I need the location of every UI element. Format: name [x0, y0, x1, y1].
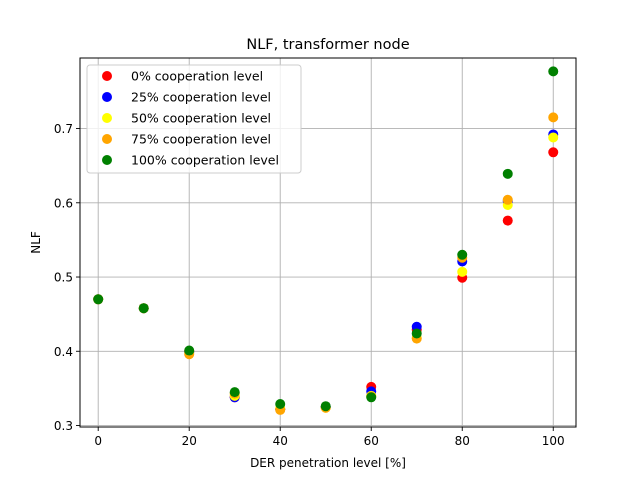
data-point [138, 303, 149, 314]
data-point [457, 249, 468, 260]
data-point [366, 392, 377, 403]
legend-marker [102, 155, 112, 165]
legend-label: 25% cooperation level [131, 90, 271, 105]
x-tick-label: 60 [364, 434, 379, 448]
y-tick-label: 0.4 [54, 345, 73, 359]
data-point [548, 112, 559, 123]
x-tick-label: 0 [94, 434, 102, 448]
axis-ticks: 0 20 40 60 80 100 0.3 0.4 0.5 0.6 0.7 [54, 122, 565, 448]
legend-marker [102, 113, 112, 123]
data-point [502, 168, 513, 179]
data-point [502, 215, 513, 226]
data-point [548, 147, 559, 158]
legend-marker [102, 71, 112, 81]
data-point [184, 345, 195, 356]
data-point [548, 66, 559, 77]
data-point [320, 401, 331, 412]
data-point [457, 266, 468, 277]
x-tick-label: 40 [273, 434, 288, 448]
chart-title: NLF, transformer node [246, 37, 409, 53]
data-point [275, 398, 286, 409]
x-tick-label: 20 [182, 434, 197, 448]
data-points [93, 66, 559, 415]
x-tick-label: 80 [455, 434, 470, 448]
x-tick-label: 100 [542, 434, 565, 448]
legend-label: 0% cooperation level [131, 69, 263, 84]
x-axis-label: DER penetration level [%] [250, 456, 406, 470]
y-tick-label: 0.3 [54, 419, 73, 433]
y-tick-label: 0.7 [54, 122, 73, 136]
data-point [411, 328, 422, 339]
data-point [93, 294, 104, 305]
plot-frame [79, 57, 577, 428]
legend-marker [102, 92, 112, 102]
y-axis-label: NLF [29, 231, 43, 254]
legend-label: 75% cooperation level [131, 132, 271, 147]
y-tick-label: 0.5 [54, 271, 73, 285]
legend-box [86, 64, 302, 174]
data-point [548, 132, 559, 143]
data-point [229, 387, 240, 398]
legend: 0% cooperation level 25% cooperation leve… [86, 64, 302, 174]
legend-label: 50% cooperation level [131, 111, 271, 126]
data-point [502, 194, 513, 205]
legend-marker [102, 134, 112, 144]
legend-label: 100% cooperation level [131, 153, 279, 168]
y-tick-label: 0.6 [54, 196, 73, 210]
